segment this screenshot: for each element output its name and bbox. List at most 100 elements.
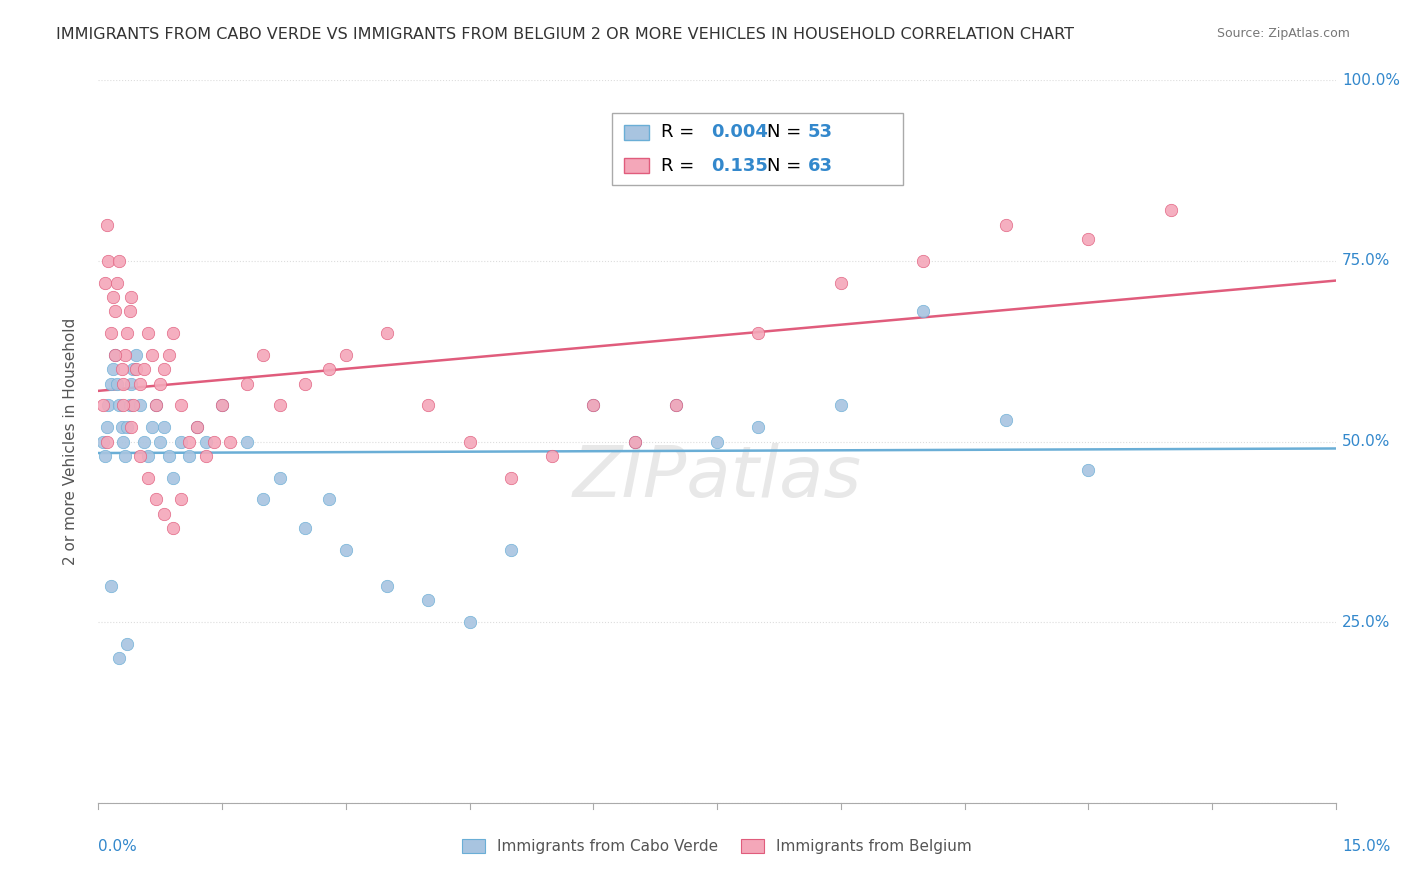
Point bbox=[103, 290, 125, 304]
Point bbox=[157, 348, 180, 362]
Point bbox=[499, 471, 522, 485]
Text: 50.0%: 50.0% bbox=[1341, 434, 1391, 449]
Point bbox=[335, 542, 357, 557]
Point bbox=[100, 326, 122, 341]
Point bbox=[623, 434, 645, 449]
Point bbox=[153, 362, 176, 376]
Point bbox=[124, 348, 146, 362]
Point bbox=[1077, 232, 1099, 246]
Text: 75.0%: 75.0% bbox=[1341, 253, 1391, 268]
Point bbox=[157, 449, 180, 463]
Point bbox=[335, 348, 357, 362]
Point bbox=[141, 420, 163, 434]
Point bbox=[141, 348, 163, 362]
FancyBboxPatch shape bbox=[624, 125, 650, 139]
Point bbox=[162, 471, 184, 485]
Point bbox=[112, 398, 135, 412]
Point bbox=[830, 276, 852, 290]
Point bbox=[108, 398, 131, 412]
Point bbox=[912, 253, 935, 268]
Point bbox=[128, 449, 150, 463]
Text: R =: R = bbox=[661, 156, 700, 175]
Point bbox=[96, 420, 118, 434]
Point bbox=[236, 434, 259, 449]
Point bbox=[104, 304, 127, 318]
Point bbox=[136, 326, 159, 341]
Point bbox=[252, 348, 274, 362]
Point bbox=[132, 434, 155, 449]
Text: N =: N = bbox=[766, 123, 807, 141]
Point bbox=[582, 398, 605, 412]
Point bbox=[110, 420, 132, 434]
Point bbox=[94, 276, 117, 290]
Point bbox=[118, 304, 141, 318]
Text: 15.0%: 15.0% bbox=[1341, 838, 1391, 854]
Point bbox=[194, 449, 217, 463]
Point bbox=[194, 434, 217, 449]
Point bbox=[149, 376, 172, 391]
Text: 53: 53 bbox=[807, 123, 832, 141]
Point bbox=[665, 398, 688, 412]
Point bbox=[747, 326, 769, 341]
Point bbox=[103, 362, 125, 376]
Point bbox=[117, 637, 139, 651]
Point bbox=[132, 362, 155, 376]
Point bbox=[91, 434, 114, 449]
Point bbox=[118, 398, 141, 412]
Point bbox=[114, 348, 136, 362]
Point bbox=[665, 398, 688, 412]
Text: 0.0%: 0.0% bbox=[98, 838, 138, 854]
Point bbox=[179, 449, 201, 463]
FancyBboxPatch shape bbox=[612, 112, 903, 185]
Point bbox=[108, 253, 131, 268]
Point bbox=[294, 521, 316, 535]
Point bbox=[294, 376, 316, 391]
Point bbox=[912, 304, 935, 318]
Point bbox=[122, 398, 145, 412]
Point bbox=[706, 434, 728, 449]
Point bbox=[1160, 203, 1182, 218]
Point bbox=[418, 398, 440, 412]
Point bbox=[153, 420, 176, 434]
Point bbox=[128, 376, 150, 391]
Point bbox=[145, 492, 167, 507]
Point bbox=[162, 521, 184, 535]
Point bbox=[110, 362, 132, 376]
Text: 0.135: 0.135 bbox=[711, 156, 768, 175]
Point bbox=[269, 471, 291, 485]
Point bbox=[499, 542, 522, 557]
Point bbox=[145, 398, 167, 412]
Point bbox=[1077, 463, 1099, 477]
Text: 0.004: 0.004 bbox=[711, 123, 768, 141]
Point bbox=[104, 348, 127, 362]
Point bbox=[747, 420, 769, 434]
Point bbox=[236, 376, 259, 391]
Point bbox=[122, 362, 145, 376]
Point bbox=[186, 420, 208, 434]
Point bbox=[105, 376, 128, 391]
Point bbox=[458, 434, 481, 449]
Point bbox=[112, 376, 135, 391]
Point bbox=[252, 492, 274, 507]
Point bbox=[96, 218, 118, 232]
Point bbox=[124, 362, 146, 376]
Point bbox=[128, 398, 150, 412]
Point bbox=[186, 420, 208, 434]
Text: IMMIGRANTS FROM CABO VERDE VS IMMIGRANTS FROM BELGIUM 2 OR MORE VEHICLES IN HOUS: IMMIGRANTS FROM CABO VERDE VS IMMIGRANTS… bbox=[56, 27, 1074, 42]
Point bbox=[202, 434, 225, 449]
Text: 100.0%: 100.0% bbox=[1341, 73, 1400, 87]
Point bbox=[120, 420, 142, 434]
Point bbox=[170, 492, 193, 507]
Text: Source: ZipAtlas.com: Source: ZipAtlas.com bbox=[1216, 27, 1350, 40]
Text: R =: R = bbox=[661, 123, 700, 141]
Point bbox=[170, 398, 193, 412]
Point bbox=[149, 434, 172, 449]
Point bbox=[136, 471, 159, 485]
Text: ZIPatlas: ZIPatlas bbox=[572, 443, 862, 512]
Point bbox=[211, 398, 233, 412]
Point bbox=[318, 362, 340, 376]
Point bbox=[100, 579, 122, 593]
Point bbox=[97, 253, 120, 268]
Point bbox=[105, 276, 128, 290]
Y-axis label: 2 or more Vehicles in Household: 2 or more Vehicles in Household bbox=[63, 318, 77, 566]
